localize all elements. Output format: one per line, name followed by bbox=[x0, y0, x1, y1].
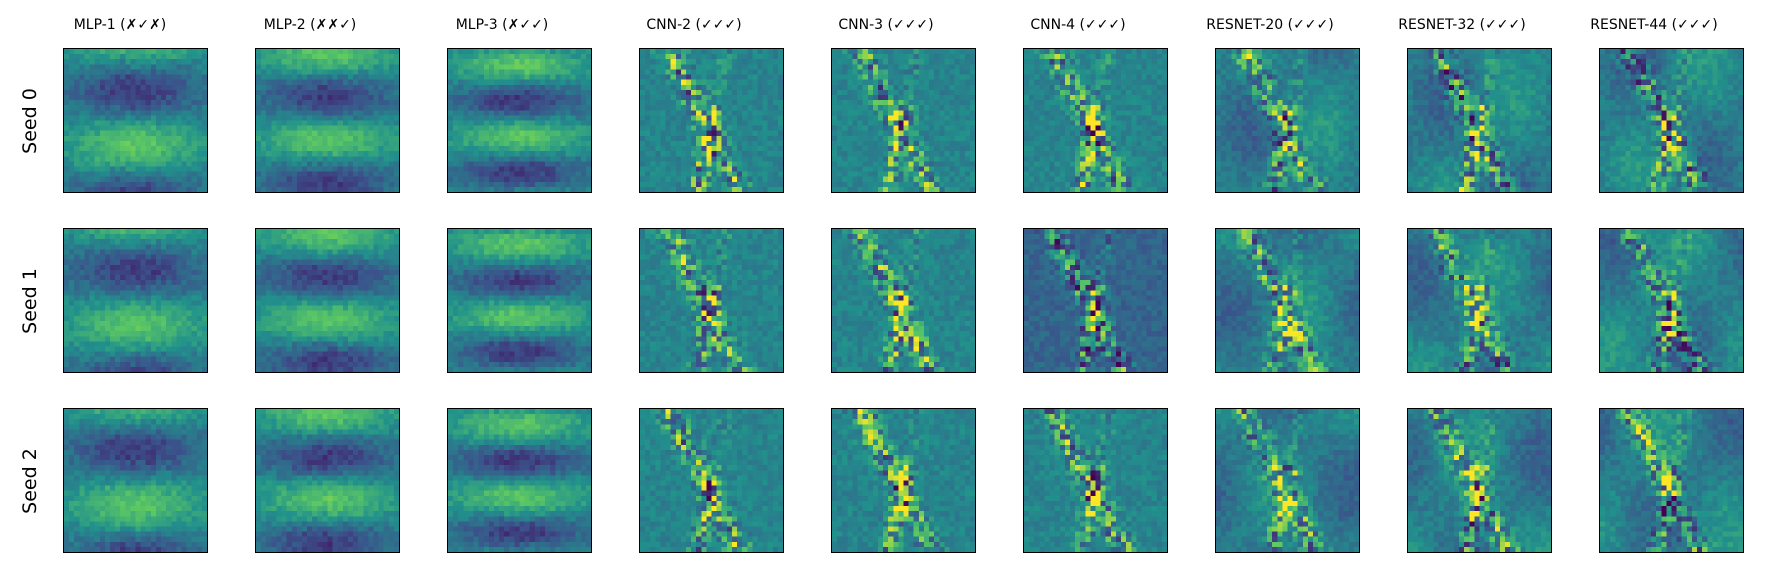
heatmap-panel bbox=[639, 228, 784, 373]
heatmap-image bbox=[1024, 229, 1167, 372]
row-label: Seed 1 bbox=[19, 268, 41, 334]
heatmap-image bbox=[1024, 49, 1167, 192]
heatmap-image bbox=[640, 409, 783, 552]
heatmap-panel bbox=[1599, 228, 1744, 373]
heatmap-panel bbox=[1215, 408, 1360, 553]
heatmap-image bbox=[1024, 409, 1167, 552]
heatmap-image bbox=[1600, 409, 1743, 552]
heatmap-panel bbox=[447, 408, 592, 553]
row-label: Seed 0 bbox=[19, 88, 41, 154]
heatmap-image bbox=[832, 409, 975, 552]
heatmap-panel bbox=[447, 48, 592, 193]
heatmap-image bbox=[448, 409, 591, 552]
heatmap-image bbox=[64, 229, 207, 372]
heatmap-image bbox=[256, 229, 399, 372]
heatmap-panel bbox=[63, 408, 208, 553]
heatmap-panel bbox=[1407, 228, 1552, 373]
heatmap-panel bbox=[1599, 48, 1744, 193]
heatmap-panel bbox=[1023, 228, 1168, 373]
heatmap-image bbox=[448, 49, 591, 192]
heatmap-image bbox=[1408, 409, 1551, 552]
column-title: CNN-4 (✓✓✓) bbox=[1030, 17, 1126, 33]
heatmap-panel bbox=[1599, 408, 1744, 553]
heatmap-image bbox=[640, 49, 783, 192]
heatmap-panel bbox=[255, 48, 400, 193]
heatmap-panel bbox=[255, 408, 400, 553]
heatmap-panel bbox=[1407, 48, 1552, 193]
heatmap-panel bbox=[1215, 228, 1360, 373]
heatmap-image bbox=[1600, 229, 1743, 372]
heatmap-image bbox=[256, 49, 399, 192]
heatmap-image bbox=[1600, 49, 1743, 192]
heatmap-panel bbox=[447, 228, 592, 373]
column-title: RESNET-32 (✓✓✓) bbox=[1398, 17, 1526, 33]
row-label: Seed 2 bbox=[19, 448, 41, 514]
heatmap-panel bbox=[1215, 48, 1360, 193]
heatmap-image bbox=[1216, 49, 1359, 192]
column-title: CNN-3 (✓✓✓) bbox=[838, 17, 934, 33]
heatmap-panel bbox=[63, 48, 208, 193]
heatmap-image bbox=[256, 409, 399, 552]
heatmap-image bbox=[64, 409, 207, 552]
heatmap-panel bbox=[1407, 408, 1552, 553]
column-title: RESNET-20 (✓✓✓) bbox=[1206, 17, 1334, 33]
heatmap-image bbox=[832, 229, 975, 372]
heatmap-image bbox=[1216, 229, 1359, 372]
column-title: MLP-1 (✗✓✗) bbox=[73, 17, 167, 33]
heatmap-image bbox=[448, 229, 591, 372]
column-title: MLP-3 (✗✓✓) bbox=[455, 17, 549, 33]
heatmap-panel bbox=[831, 228, 976, 373]
heatmap-panel bbox=[831, 48, 976, 193]
heatmap-image bbox=[1408, 49, 1551, 192]
heatmap-panel bbox=[831, 408, 976, 553]
heatmap-panel bbox=[1023, 408, 1168, 553]
column-title: RESNET-44 (✓✓✓) bbox=[1590, 17, 1718, 33]
heatmap-panel bbox=[255, 228, 400, 373]
heatmap-image bbox=[64, 49, 207, 192]
heatmap-panel bbox=[639, 408, 784, 553]
heatmap-image bbox=[832, 49, 975, 192]
column-title: CNN-2 (✓✓✓) bbox=[646, 17, 742, 33]
heatmap-image bbox=[640, 229, 783, 372]
column-title: MLP-2 (✗✗✓) bbox=[263, 17, 357, 33]
heatmap-panel bbox=[639, 48, 784, 193]
heatmap-panel bbox=[1023, 48, 1168, 193]
heatmap-panel bbox=[63, 228, 208, 373]
heatmap-image bbox=[1216, 409, 1359, 552]
heatmap-image bbox=[1408, 229, 1551, 372]
